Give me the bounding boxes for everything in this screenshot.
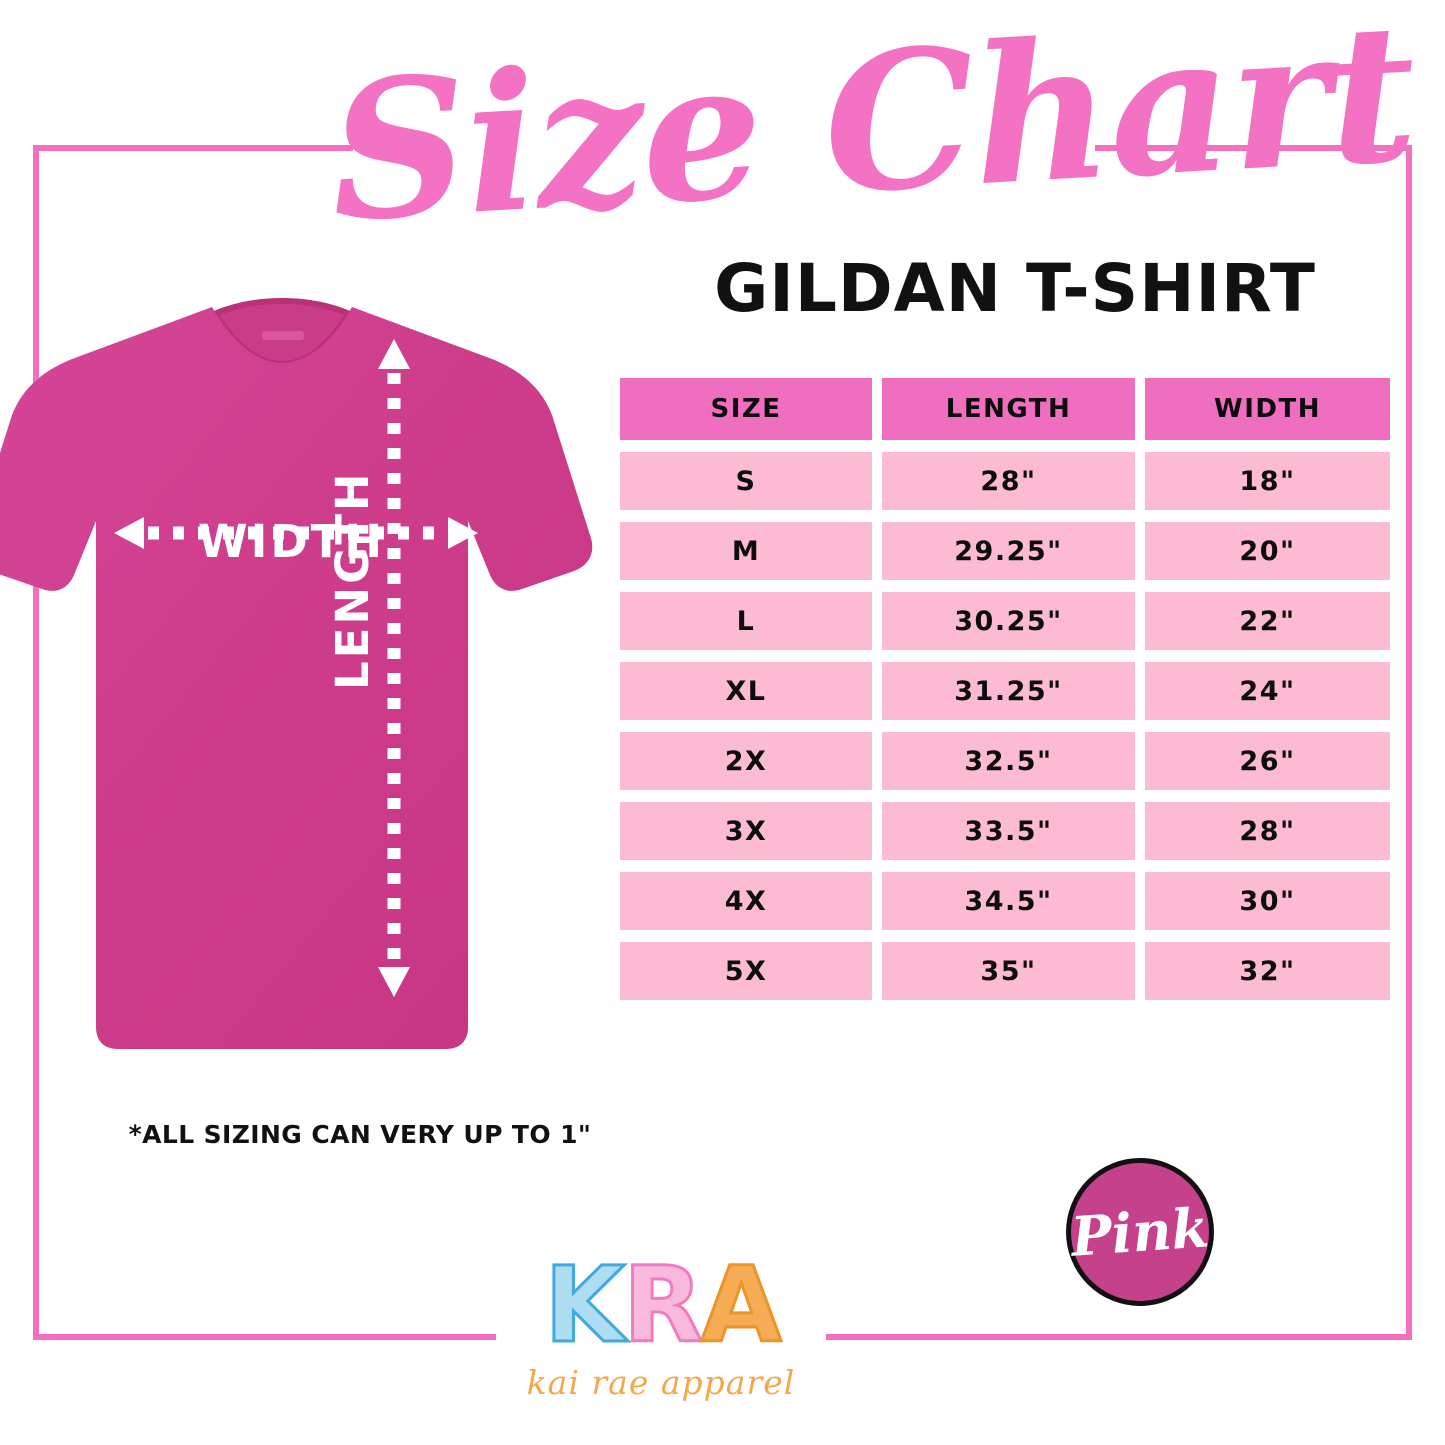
frame-bottom-left-segment	[33, 1334, 496, 1340]
brand-logo: K R A kai rae apparel	[496, 1244, 826, 1415]
cell-length: 34.5"	[882, 872, 1135, 930]
cell-size: M	[620, 522, 872, 580]
cell-length: 31.25"	[882, 662, 1135, 720]
cell-width: 32"	[1145, 942, 1390, 1000]
table-row: L 30.25" 22"	[620, 592, 1410, 650]
length-measure-arrow	[378, 339, 410, 997]
cell-length: 29.25"	[882, 522, 1135, 580]
cell-width: 20"	[1145, 522, 1390, 580]
column-header-size: SIZE	[620, 378, 872, 440]
frame-top-right-segment	[1095, 145, 1412, 151]
brand-letter-k: K	[543, 1244, 627, 1366]
color-badge: Pink	[1066, 1158, 1214, 1306]
shirt-width-label: WIDTH	[198, 515, 386, 568]
table-row: XL 31.25" 24"	[620, 662, 1410, 720]
cell-length: 33.5"	[882, 802, 1135, 860]
cell-length: 30.25"	[882, 592, 1135, 650]
page-title-script: Size Chart	[324, 0, 1420, 265]
table-row: M 29.25" 20"	[620, 522, 1410, 580]
size-table: SIZE LENGTH WIDTH S 28" 18" M 29.25" 20"…	[620, 378, 1410, 1012]
cell-size: 3X	[620, 802, 872, 860]
cell-width: 26"	[1145, 732, 1390, 790]
brand-letter-a: A	[700, 1244, 783, 1366]
cell-length: 32.5"	[882, 732, 1135, 790]
product-title: GILDAN T-SHIRT	[714, 250, 1316, 327]
cell-width: 24"	[1145, 662, 1390, 720]
cell-size: 5X	[620, 942, 872, 1000]
table-row: 5X 35" 32"	[620, 942, 1410, 1000]
cell-width: 22"	[1145, 592, 1390, 650]
column-header-width: WIDTH	[1145, 378, 1390, 440]
frame-top-left-segment	[33, 145, 353, 151]
table-header-row: SIZE LENGTH WIDTH	[620, 378, 1410, 440]
brand-letter-r: R	[621, 1244, 704, 1366]
sizing-disclaimer: *ALL SIZING CAN VERY UP TO 1"	[128, 1120, 592, 1149]
brand-tagline: kai rae apparel	[526, 1363, 796, 1402]
table-row: S 28" 18"	[620, 452, 1410, 510]
cell-length: 35"	[882, 942, 1135, 1000]
cell-size: L	[620, 592, 872, 650]
shirt-length-label: LENGTH	[326, 470, 379, 690]
frame-right-segment	[1406, 145, 1412, 1340]
table-row: 3X 33.5" 28"	[620, 802, 1410, 860]
column-header-length: LENGTH	[882, 378, 1135, 440]
brand-logo-letters: K R A	[496, 1244, 826, 1366]
cell-size: 4X	[620, 872, 872, 930]
cell-width: 18"	[1145, 452, 1390, 510]
tshirt-illustration	[0, 285, 602, 1085]
cell-length: 28"	[882, 452, 1135, 510]
cell-size: XL	[620, 662, 872, 720]
cell-width: 30"	[1145, 872, 1390, 930]
table-row: 2X 32.5" 26"	[620, 732, 1410, 790]
cell-size: S	[620, 452, 872, 510]
frame-left-segment	[33, 145, 39, 1340]
cell-width: 28"	[1145, 802, 1390, 860]
table-row: 4X 34.5" 30"	[620, 872, 1410, 930]
color-badge-label: Pink	[1069, 1195, 1211, 1269]
cell-size: 2X	[620, 732, 872, 790]
width-measure-arrow	[114, 517, 478, 549]
frame-bottom-right-segment	[826, 1334, 1412, 1340]
